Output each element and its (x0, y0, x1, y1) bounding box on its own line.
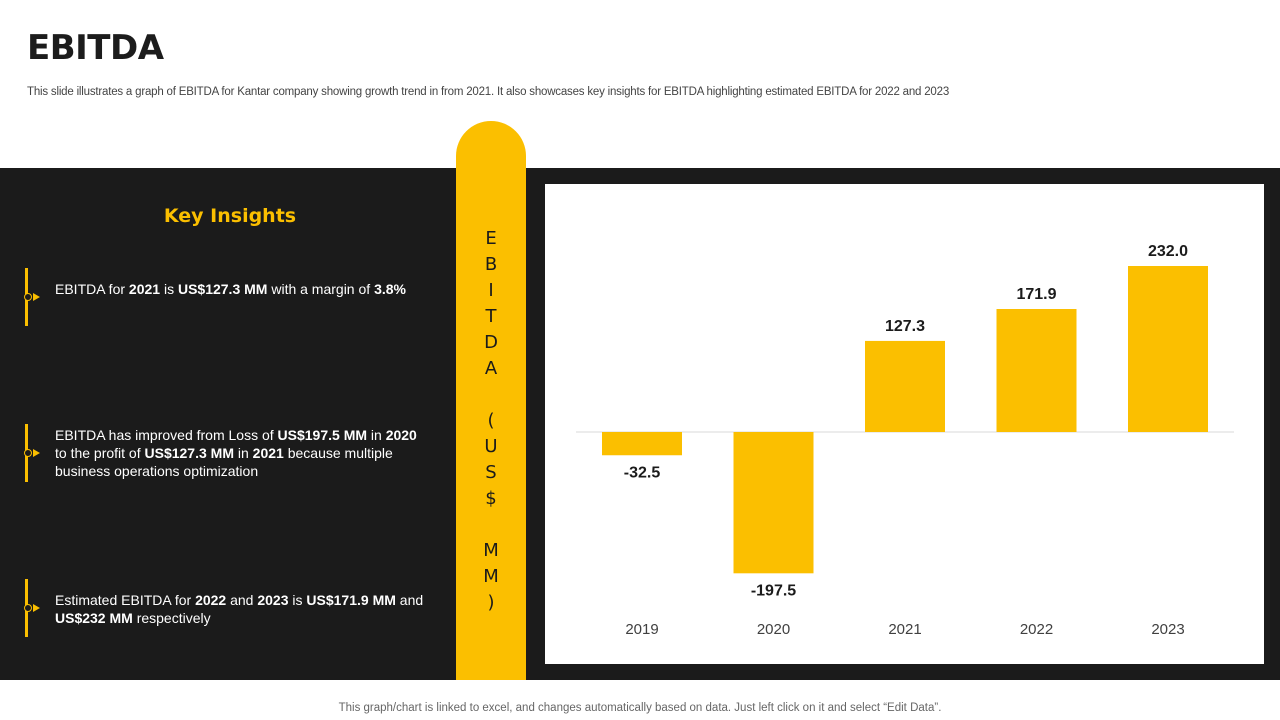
y-axis-label-char: ) (487, 592, 495, 613)
page-subtitle: This slide illustrates a graph of EBITDA… (27, 86, 950, 98)
insight-highlight: US$232 MM (55, 610, 133, 626)
axis-label-pill (456, 121, 526, 680)
chart-panel[interactable]: -32.5 2019 -197.5 2020 127.3 2021 171.9 2022 232… (545, 184, 1264, 664)
timeline-dot-icon (24, 293, 32, 301)
insight-segment: in (367, 427, 386, 443)
insight-segment: is (288, 592, 307, 608)
x-tick-label: 2023 (1151, 621, 1184, 638)
data-label: -197.5 (751, 582, 796, 599)
x-tick-label: 2019 (625, 621, 658, 638)
insight-highlight: 2021 (128, 281, 161, 297)
insight-item-3: Estimated EBITDA for 2022 and 2023 is US… (24, 579, 444, 637)
insight-segment: in (233, 445, 253, 461)
bar-2019[interactable] (602, 432, 682, 456)
bar-2023[interactable] (1128, 266, 1208, 432)
insight-segment: respectively (132, 610, 211, 626)
insight-segment: Estimated EBITDA for (55, 592, 196, 608)
insight-segment: and (226, 592, 258, 608)
insight-segment: EBITDA has improved from Loss of (55, 427, 278, 443)
data-label: 127.3 (885, 318, 925, 335)
y-axis-label-char: ( (487, 410, 495, 431)
y-axis-label-char: I (488, 280, 494, 301)
y-axis-label-char: T (485, 306, 497, 327)
insight-highlight: 2020 (385, 427, 417, 443)
y-axis-label-char: S (485, 462, 497, 483)
bar-2022[interactable] (996, 309, 1077, 432)
insight-highlight: 2021 (252, 445, 284, 461)
insight-text: EBITDA for 2021 is US$127.3 MM with a ma… (55, 280, 425, 298)
insight-highlight: US$127.3 MM (177, 281, 268, 297)
insight-segment: and (395, 592, 424, 608)
data-label: -32.5 (624, 464, 661, 481)
insight-segment: with a margin of (267, 281, 375, 297)
y-axis-label-char: U (484, 436, 498, 457)
arrow-right-icon (33, 293, 40, 301)
x-tick-label: 2021 (888, 621, 921, 638)
insight-item-2: EBITDA has improved from Loss of US$197.… (24, 424, 444, 482)
data-label: 232.0 (1148, 243, 1188, 260)
x-tick-label: 2020 (757, 621, 790, 638)
y-axis-label-char: M (483, 540, 499, 561)
timeline-dot-icon (24, 449, 32, 457)
timeline-dot-icon (24, 604, 32, 612)
insight-segment: EBITDA for (55, 281, 129, 297)
insight-highlight: 2023 (257, 592, 289, 608)
y-axis-label-char: A (484, 358, 498, 379)
y-axis-label-char: $ (485, 488, 497, 509)
footer-note: This graph/chart is linked to excel, and… (338, 702, 942, 714)
insight-segment: is (160, 281, 178, 297)
insight-highlight: 2022 (195, 592, 227, 608)
arrow-right-icon (33, 604, 40, 612)
y-axis-label-char: M (483, 566, 499, 587)
y-axis-label-char: D (484, 332, 498, 353)
insights-title: Key Insights (163, 205, 297, 227)
insight-highlight: US$127.3 MM (144, 445, 234, 461)
insight-segment: to the profit of (55, 445, 145, 461)
insight-highlight: 3.8% (374, 281, 406, 297)
y-axis-label-char (488, 512, 494, 538)
insight-segment: because multiple business operations opt… (55, 445, 393, 479)
insight-text: Estimated EBITDA for 2022 and 2023 is US… (55, 591, 425, 627)
y-axis-label-char (488, 382, 494, 408)
insight-item-1: EBITDA for 2021 is US$127.3 MM with a ma… (24, 268, 444, 326)
insight-text: EBITDA has improved from Loss of US$197.… (55, 426, 425, 480)
x-tick-label: 2022 (1020, 621, 1053, 638)
page-title: EBITDA (27, 28, 164, 68)
y-axis-label-char: E (485, 228, 497, 249)
data-label: 171.9 (1016, 286, 1056, 303)
ebitda-bar-chart[interactable]: -32.5 2019 -197.5 2020 127.3 2021 171.9 2022 232… (545, 184, 1264, 664)
y-axis-label-char: B (484, 254, 498, 275)
arrow-right-icon (33, 449, 40, 457)
insight-highlight: US$197.5 MM (277, 427, 368, 443)
bar-2020[interactable] (733, 432, 814, 574)
bar-2021[interactable] (865, 340, 945, 432)
insight-highlight: US$171.9 MM (306, 592, 396, 608)
